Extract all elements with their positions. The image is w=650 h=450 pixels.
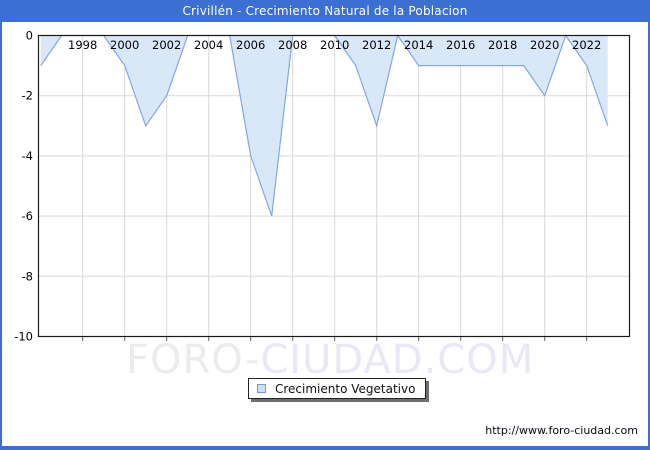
watermark: FORO-CIUDAD.COM (126, 337, 534, 383)
chart-title-bar: Crivillén - Crecimiento Natural de la Po… (0, 0, 650, 22)
x-axis-label: 2002 (152, 38, 181, 52)
x-axis-label: 2018 (488, 38, 517, 52)
legend-box: Crecimiento Vegetativo (248, 378, 427, 399)
window-border-bottom (0, 446, 650, 450)
legend-label: Crecimiento Vegetativo (275, 381, 416, 396)
x-axis-label: 2004 (194, 38, 223, 52)
window-border-right (648, 22, 650, 450)
plot-border (37, 34, 631, 338)
x-axis-label: 2016 (446, 38, 475, 52)
y-axis-label: -10 (14, 330, 33, 344)
area-line (40, 34, 609, 217)
legend-swatch-icon (257, 384, 266, 393)
x-axis-label: 2008 (278, 38, 307, 52)
window-border-left (0, 22, 2, 450)
source-url: http://www.foro-ciudad.com (485, 424, 638, 437)
x-axis-label: 2006 (236, 38, 265, 52)
x-axis-label: 2012 (362, 38, 391, 52)
y-axis-label: 0 (26, 29, 33, 43)
x-axis-label: 2010 (320, 38, 349, 52)
area-fill (40, 35, 608, 217)
y-axis-label: -4 (22, 149, 33, 163)
x-axis-label: 1998 (68, 38, 97, 52)
x-axis-label: 2000 (110, 38, 139, 52)
y-axis-label: -6 (22, 209, 33, 223)
x-axis-label: 2022 (572, 38, 601, 52)
y-axis-label: -2 (22, 89, 33, 103)
y-axis-label: -8 (22, 269, 33, 283)
watermark-text-left: FORO- (126, 337, 261, 383)
x-axis-label: 2020 (530, 38, 559, 52)
x-axis-label: 2014 (404, 38, 433, 52)
watermark-text-right: CIUDAD.COM (260, 337, 535, 383)
page-title: Crivillén - Crecimiento Natural de la Po… (182, 4, 468, 18)
